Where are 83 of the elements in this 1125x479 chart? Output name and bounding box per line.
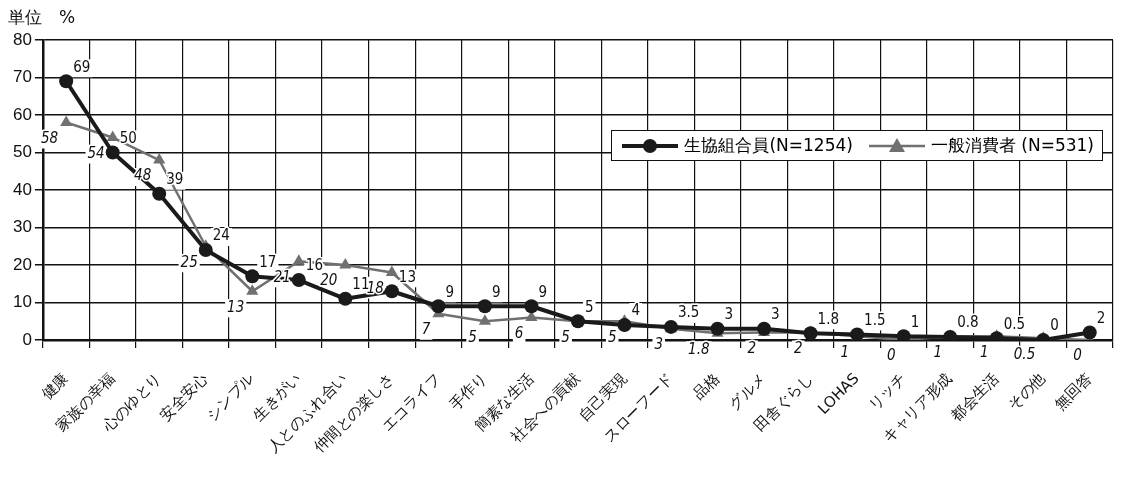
data-label: 3 xyxy=(724,305,734,324)
data-label: 13 xyxy=(227,297,245,316)
y-tick-label: 60 xyxy=(12,104,32,124)
data-label: 1 xyxy=(840,342,850,361)
point xyxy=(105,145,120,160)
y-tick-label: 0 xyxy=(22,329,32,349)
point xyxy=(524,299,539,314)
point xyxy=(710,321,725,336)
point xyxy=(478,314,491,325)
data-label: 1.8 xyxy=(817,309,840,328)
point xyxy=(152,186,167,201)
y-tick-label: 20 xyxy=(12,254,32,274)
data-label: 0 xyxy=(1073,346,1082,365)
data-label: 1.5 xyxy=(864,310,886,329)
data-label: 0.8 xyxy=(957,313,979,332)
data-label: 69 xyxy=(73,57,91,76)
y-tick-label: 30 xyxy=(12,217,32,237)
data-label: 54 xyxy=(87,143,105,162)
data-label: 50 xyxy=(119,128,137,147)
y-tick-label: 10 xyxy=(12,292,32,312)
data-label: 0.5 xyxy=(1013,344,1036,363)
y-tick-label: 50 xyxy=(12,142,32,162)
data-label: 5 xyxy=(468,327,477,346)
data-label: 21 xyxy=(273,267,291,286)
data-label: 3 xyxy=(654,335,664,354)
data-label: 20 xyxy=(320,271,338,290)
data-label: 2 xyxy=(1096,308,1106,327)
y-axis-title: 単位 % xyxy=(8,6,76,29)
data-label: 58 xyxy=(41,128,59,147)
data-label: 3 xyxy=(771,305,780,324)
point xyxy=(106,130,119,142)
data-label: 9 xyxy=(445,282,454,301)
point xyxy=(153,153,166,164)
point xyxy=(339,258,352,269)
data-label: 9 xyxy=(491,282,501,301)
point xyxy=(757,321,772,336)
y-tick-label: 70 xyxy=(12,67,32,87)
x-tick-label: 品格 xyxy=(689,369,724,404)
point xyxy=(198,243,213,258)
point xyxy=(291,273,306,288)
data-label: 9 xyxy=(538,282,548,301)
point xyxy=(570,314,585,329)
data-label: 2 xyxy=(747,338,757,357)
data-label: 2 xyxy=(794,338,803,357)
data-label: 1 xyxy=(980,342,989,361)
data-label: 0.5 xyxy=(1003,314,1026,333)
data-label: 0 xyxy=(1050,316,1059,335)
y-tick-label: 80 xyxy=(12,29,32,49)
x-tick-label: 健康 xyxy=(37,369,72,404)
data-label: 7 xyxy=(421,320,431,339)
data-label: 1 xyxy=(910,312,920,331)
data-label: 17 xyxy=(259,252,277,271)
data-label: 0 xyxy=(887,346,896,365)
data-label: 5 xyxy=(607,327,617,346)
x-tick-label: 無回答 xyxy=(1050,369,1096,414)
point xyxy=(59,74,74,89)
data-label: 6 xyxy=(514,323,524,342)
data-label: 5 xyxy=(584,297,594,316)
legend-label: 生協組合員(N=1254) xyxy=(684,134,853,157)
data-label: 13 xyxy=(398,267,417,286)
point xyxy=(385,265,398,277)
data-label: 5 xyxy=(561,327,570,346)
point xyxy=(431,299,446,314)
data-label: 1 xyxy=(933,342,943,361)
x-tick-label: その他 xyxy=(1004,369,1049,414)
data-label: 25 xyxy=(180,252,198,271)
point xyxy=(245,269,260,284)
point xyxy=(803,326,818,341)
point xyxy=(1082,325,1097,340)
point xyxy=(477,299,492,314)
y-tick-label: 40 xyxy=(12,179,32,199)
point xyxy=(384,284,399,299)
data-label: 3.5 xyxy=(678,303,700,322)
legend-label: 一般消費者 (N=531) xyxy=(930,134,1094,157)
point xyxy=(338,291,353,306)
point xyxy=(246,284,259,295)
point xyxy=(896,329,911,341)
data-label: 1.8 xyxy=(688,339,710,358)
point xyxy=(60,115,73,127)
point xyxy=(617,318,632,333)
data-label: 4 xyxy=(631,301,641,320)
point xyxy=(292,254,305,265)
data-label: 24 xyxy=(212,226,230,245)
